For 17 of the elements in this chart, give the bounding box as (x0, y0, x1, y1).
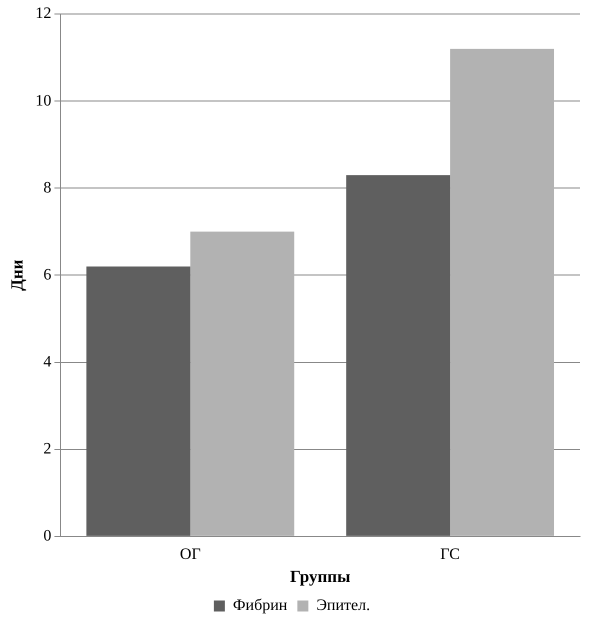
bar (86, 266, 190, 536)
legend-label: Фибрин (232, 597, 288, 614)
y-tick-label: 6 (43, 266, 52, 284)
y-tick-label: 12 (35, 5, 52, 22)
x-axis-title: Группы (290, 567, 350, 586)
bar (190, 232, 294, 536)
y-tick-label: 8 (43, 179, 52, 196)
y-axis-title: Дни (8, 259, 27, 291)
bar (450, 48, 554, 536)
bar (346, 175, 450, 536)
x-tick-label: ГС (440, 546, 460, 564)
x-tick-label: ОГ (180, 546, 201, 564)
y-tick-label: 2 (43, 440, 52, 458)
legend-label: Эпител. (316, 597, 370, 614)
y-tick-label: 10 (35, 92, 52, 110)
y-tick-label: 0 (43, 528, 52, 545)
y-tick-label: 4 (43, 353, 52, 370)
